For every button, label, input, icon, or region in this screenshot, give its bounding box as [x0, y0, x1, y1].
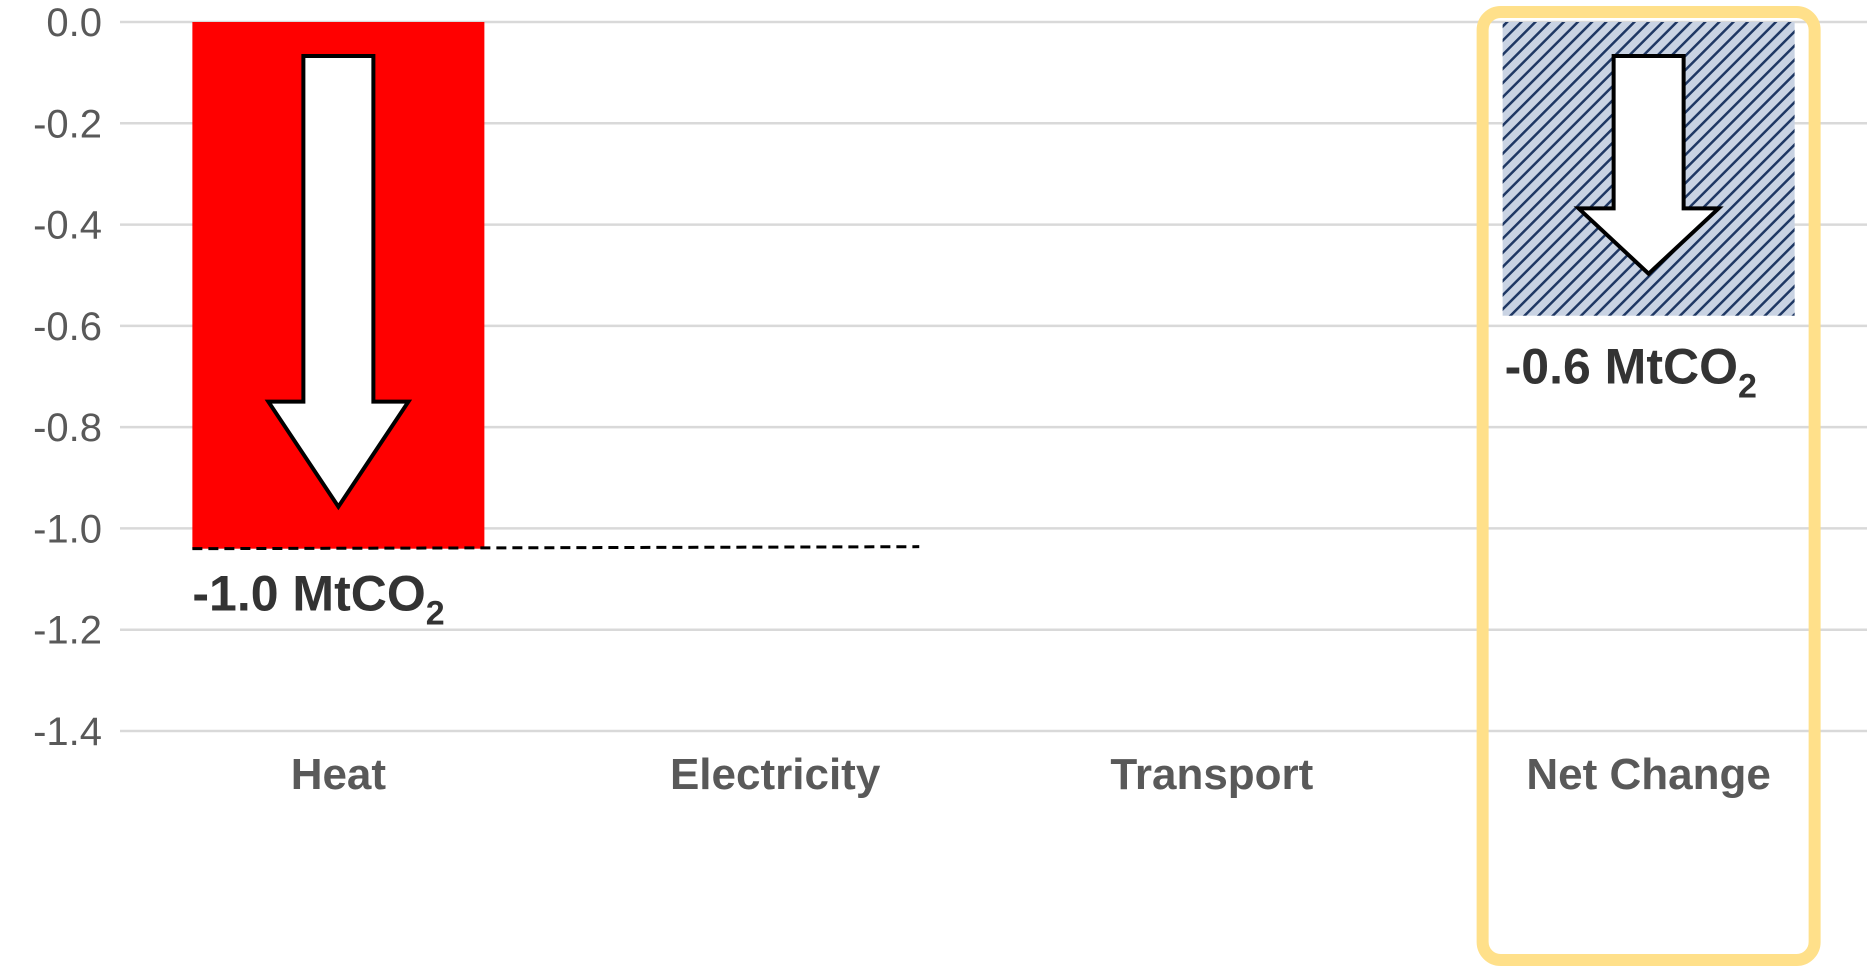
y-tick-label: -1.2 [33, 609, 102, 653]
data-label-subscript: 2 [1738, 368, 1757, 406]
y-axis-ticks: 0.0 -0.2 -0.4 -0.6 -0.8 -1.0 -1.2 -1.4 [33, 1, 102, 754]
y-tick-label: -0.4 [33, 204, 102, 248]
y-tick-label: -0.8 [33, 406, 102, 450]
x-tick-label: Heat [291, 750, 387, 799]
overlays [192, 6, 1821, 966]
bars [192, 22, 1795, 549]
y-tick-label: -1.4 [33, 710, 102, 754]
data-labels: -1.0 MtCO2-0.6 MtCO2 [192, 339, 1757, 633]
y-tick-label: 0.0 [46, 1, 102, 45]
y-tick-label: -1.0 [33, 507, 102, 551]
data-label-text: -1.0 MtCO [192, 566, 425, 622]
connector-dashed-line [192, 545, 920, 551]
x-tick-label: Net Change [1526, 750, 1770, 799]
data-label: -0.6 MtCO2 [1505, 339, 1757, 406]
y-tick-label: -0.6 [33, 305, 102, 349]
highlight-box [1476, 6, 1821, 966]
x-tick-label: Transport [1110, 750, 1313, 799]
x-axis-labels: Heat Electricity Transport Net Change [291, 750, 1771, 799]
data-label-subscript: 2 [426, 595, 445, 633]
data-label: -1.0 MtCO2 [192, 566, 444, 633]
x-tick-label: Electricity [670, 750, 881, 799]
y-tick-label: -0.2 [33, 102, 102, 146]
data-label-text: -0.6 MtCO [1505, 339, 1738, 395]
down-arrow-net-change [1573, 54, 1724, 277]
down-arrow-heat [264, 54, 413, 511]
